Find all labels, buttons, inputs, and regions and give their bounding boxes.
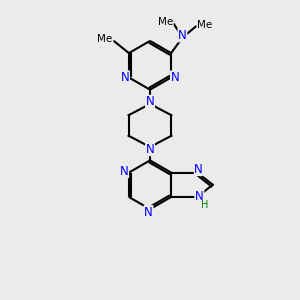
Text: Me: Me (158, 17, 173, 27)
Text: N: N (195, 190, 204, 202)
Text: N: N (121, 71, 129, 84)
Text: N: N (146, 142, 154, 156)
Text: N: N (178, 29, 187, 42)
Text: N: N (171, 71, 179, 84)
Text: H: H (201, 200, 208, 210)
Text: N: N (194, 163, 203, 176)
Text: N: N (146, 95, 154, 108)
Text: Me: Me (197, 20, 212, 30)
Text: Me: Me (98, 34, 113, 44)
Text: N: N (144, 206, 153, 219)
Text: N: N (120, 165, 128, 178)
